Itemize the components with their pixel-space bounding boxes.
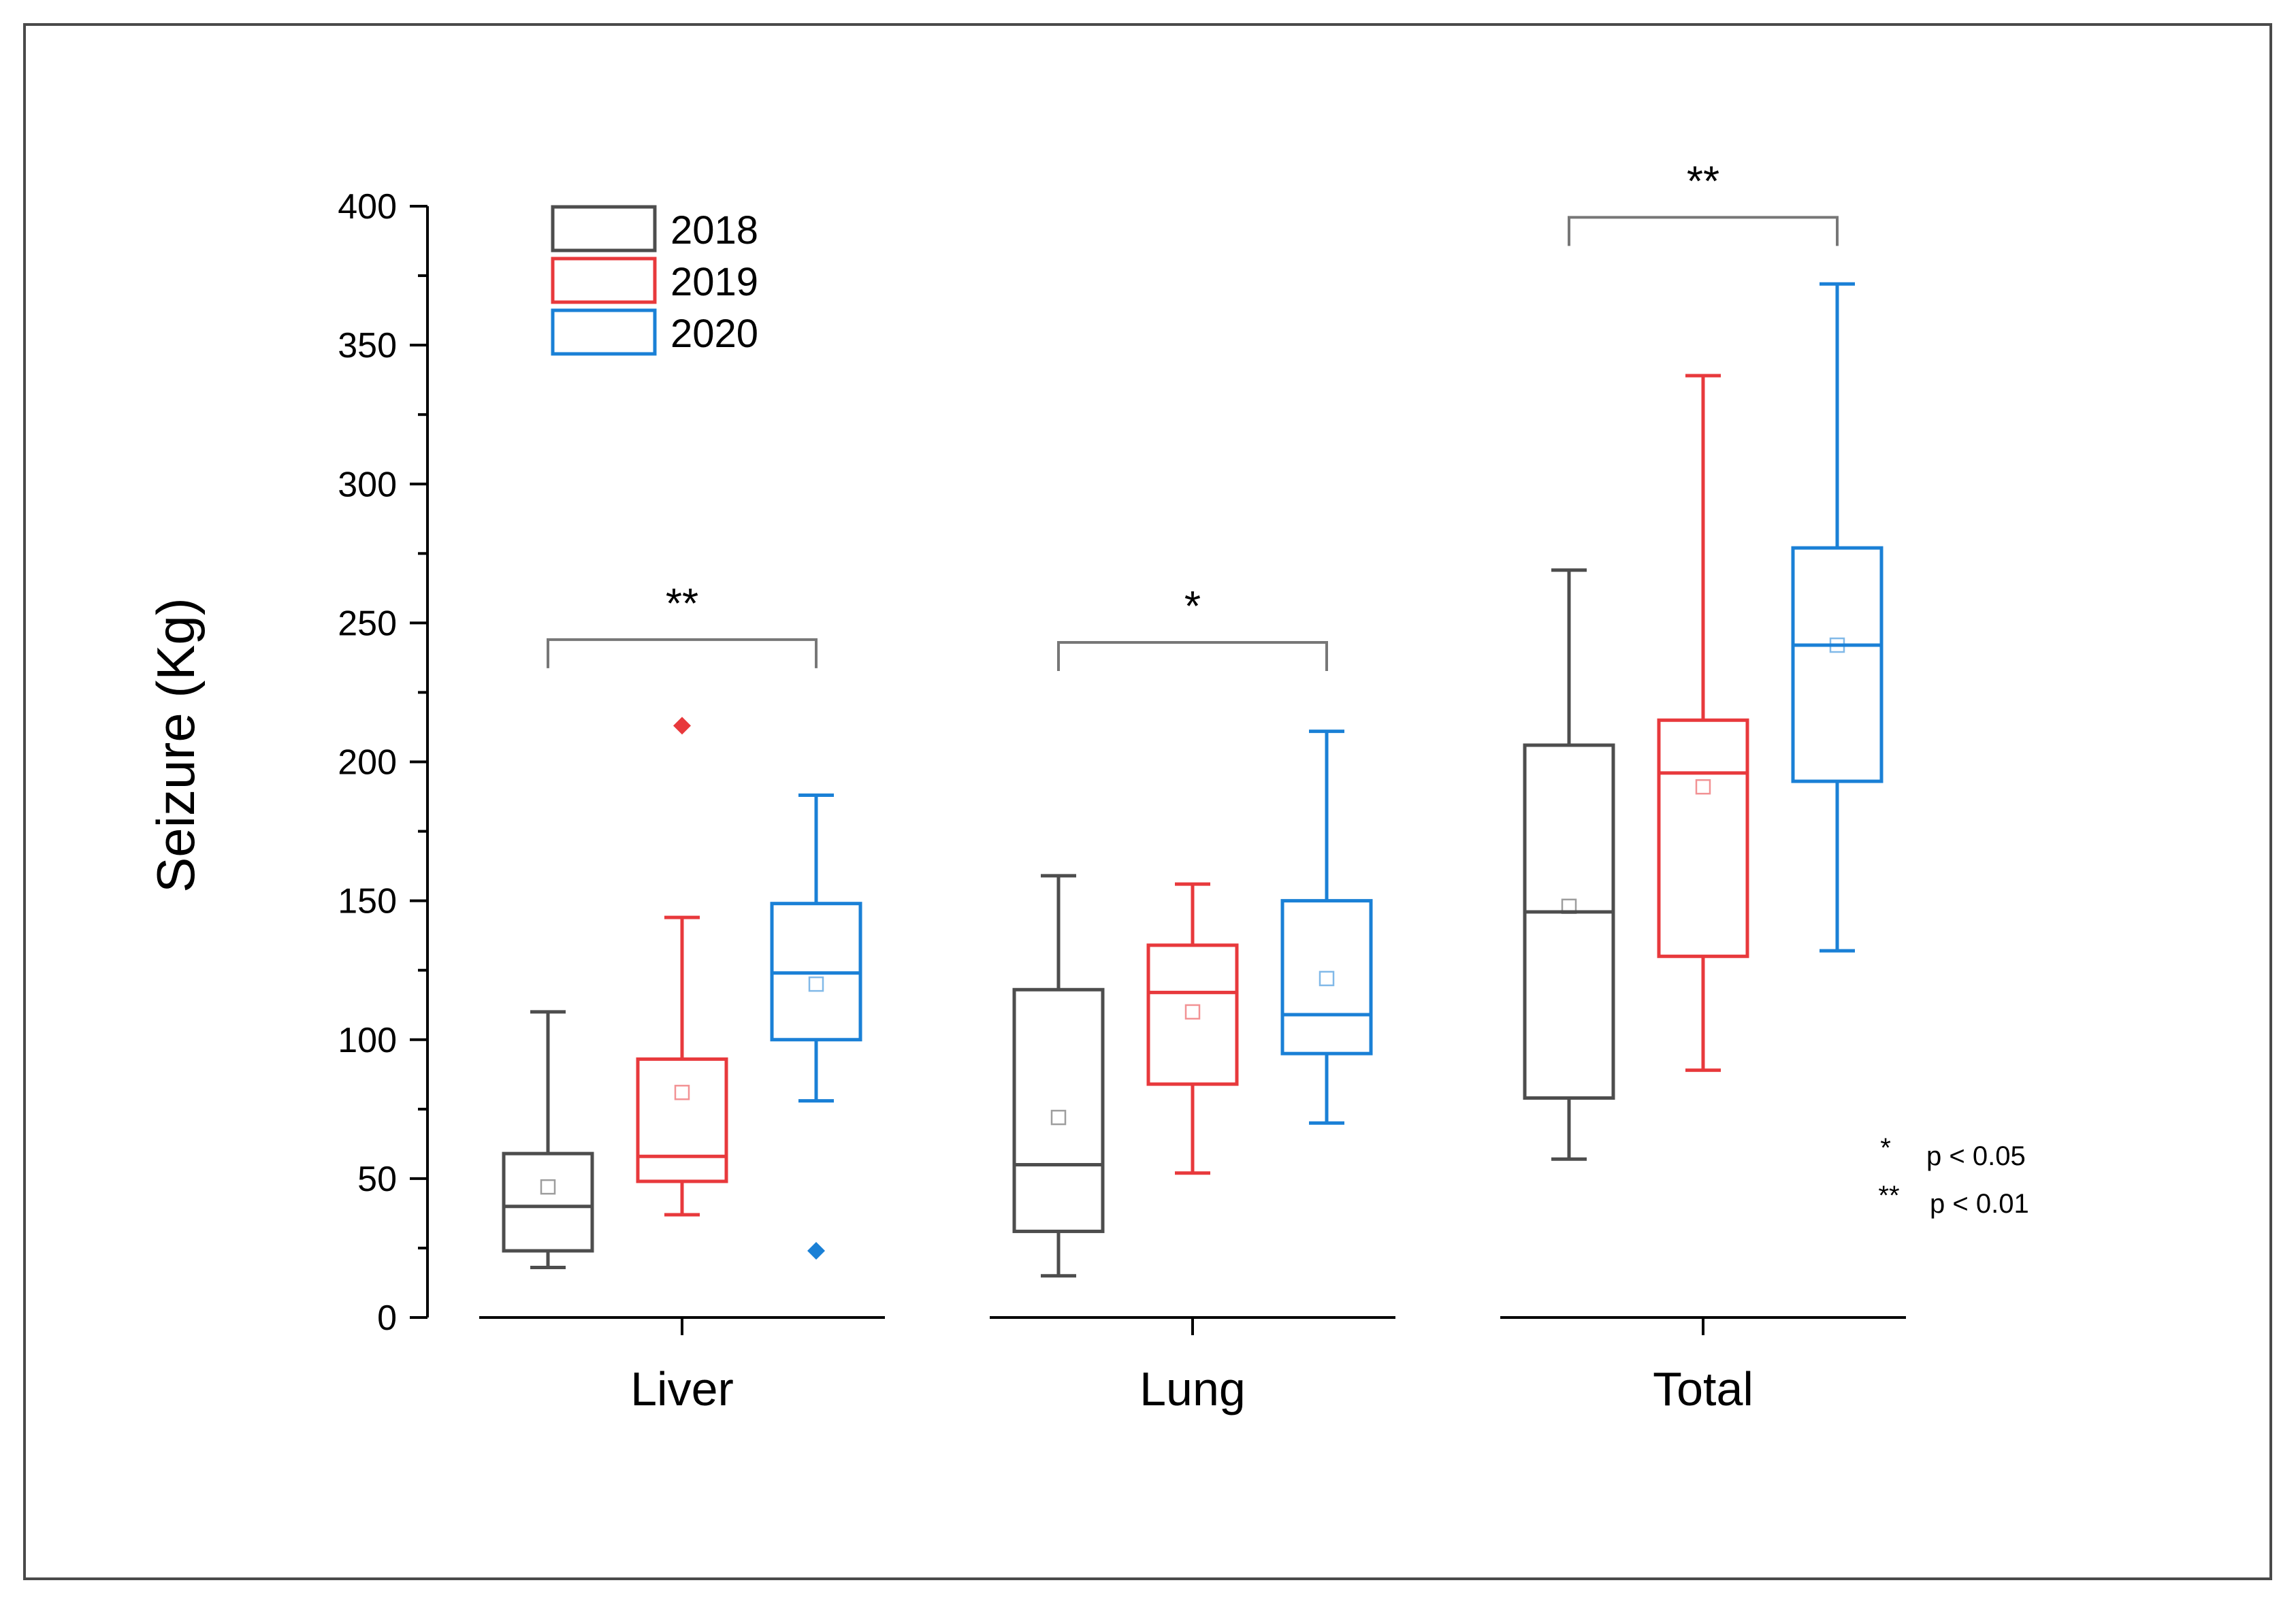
box-iqr: [636, 1057, 728, 1183]
legend-label: 2019: [670, 260, 758, 304]
note-stars-1: *: [1880, 1133, 1891, 1163]
box-iqr: [1791, 546, 1883, 783]
box-iqr: [1657, 718, 1749, 958]
p-value-notes: * p < 0.05 ** p < 0.01: [1878, 1133, 2028, 1219]
y-tick-label: 400: [338, 187, 397, 227]
box-2019-total: [1657, 374, 1749, 1073]
box-2018-total: [1523, 568, 1615, 1161]
x-category-label: Lung: [1139, 1362, 1246, 1415]
box-2020-lung: [1280, 730, 1373, 1125]
mean-marker: [1561, 898, 1577, 915]
box-iqr: [1012, 987, 1105, 1233]
significance-lung: *: [1057, 583, 1328, 671]
note-text-2: p < 0.01: [1930, 1189, 2029, 1219]
x-category-label: Total: [1653, 1362, 1753, 1415]
significance-liver: **: [547, 580, 818, 668]
significance-brackets: ** ***: [547, 158, 1839, 671]
box-plots: [502, 282, 1883, 1278]
y-axis-title: Seizure (Kg): [146, 598, 206, 893]
bracket-line: [1568, 216, 1839, 246]
y-tick-label: 100: [338, 1021, 397, 1060]
legend-label: 2018: [670, 208, 758, 252]
mean-marker: [1829, 637, 1845, 653]
legend-swatch: [551, 257, 657, 304]
y-tick-label: 0: [377, 1298, 397, 1338]
figure-border: [23, 23, 2272, 1580]
box-2018-lung: [1012, 874, 1105, 1278]
legend-swatch: [551, 205, 657, 252]
mean-marker: [1695, 779, 1711, 795]
legend: 2018 2019 2020: [551, 205, 758, 356]
box-2019-liver: [636, 717, 728, 1217]
y-tick-label: 300: [338, 465, 397, 504]
box-2019-lung: [1146, 882, 1239, 1175]
y-tick-label: 150: [338, 882, 397, 921]
box-iqr: [1523, 743, 1615, 1100]
mean-marker: [1184, 1004, 1201, 1020]
legend-item-2018: 2018: [551, 205, 758, 252]
y-tick-label: 250: [338, 604, 397, 643]
legend-item-2019: 2019: [551, 257, 758, 304]
mean-marker: [1050, 1109, 1067, 1126]
mean-marker: [540, 1179, 556, 1195]
bracket-line: [1057, 640, 1328, 671]
mean-marker: [1319, 970, 1335, 987]
legend-label: 2020: [670, 312, 758, 356]
significance-stars: **: [666, 580, 698, 627]
box-2018-liver: [502, 1010, 594, 1270]
y-tick-label: 350: [338, 326, 397, 365]
y-axis: 0 50 100 150 200 250 300 350 400: [338, 187, 429, 1338]
y-tick-label: 200: [338, 743, 397, 783]
y-tick-label: 50: [357, 1160, 397, 1199]
mean-marker: [674, 1085, 690, 1100]
note-stars-2: **: [1878, 1181, 1899, 1211]
outlier-point: [807, 1242, 825, 1260]
x-axis: Liver Lung Total: [479, 1316, 1906, 1415]
legend-swatch: [551, 308, 657, 356]
bracket-line: [547, 638, 818, 668]
box-iqr: [502, 1151, 594, 1253]
x-category-label: Liver: [630, 1362, 734, 1415]
box-iqr: [1146, 943, 1239, 1086]
mean-marker: [808, 976, 824, 992]
box-2020-liver: [770, 793, 862, 1260]
legend-item-2020: 2020: [551, 308, 758, 356]
significance-stars: *: [1184, 583, 1201, 630]
outlier-point: [673, 717, 691, 735]
significance-stars: **: [1687, 158, 1719, 205]
box-2020-total: [1791, 282, 1883, 953]
note-text-1: p < 0.05: [1926, 1141, 2026, 1171]
box-iqr: [1280, 899, 1373, 1055]
significance-total: **: [1568, 158, 1839, 246]
